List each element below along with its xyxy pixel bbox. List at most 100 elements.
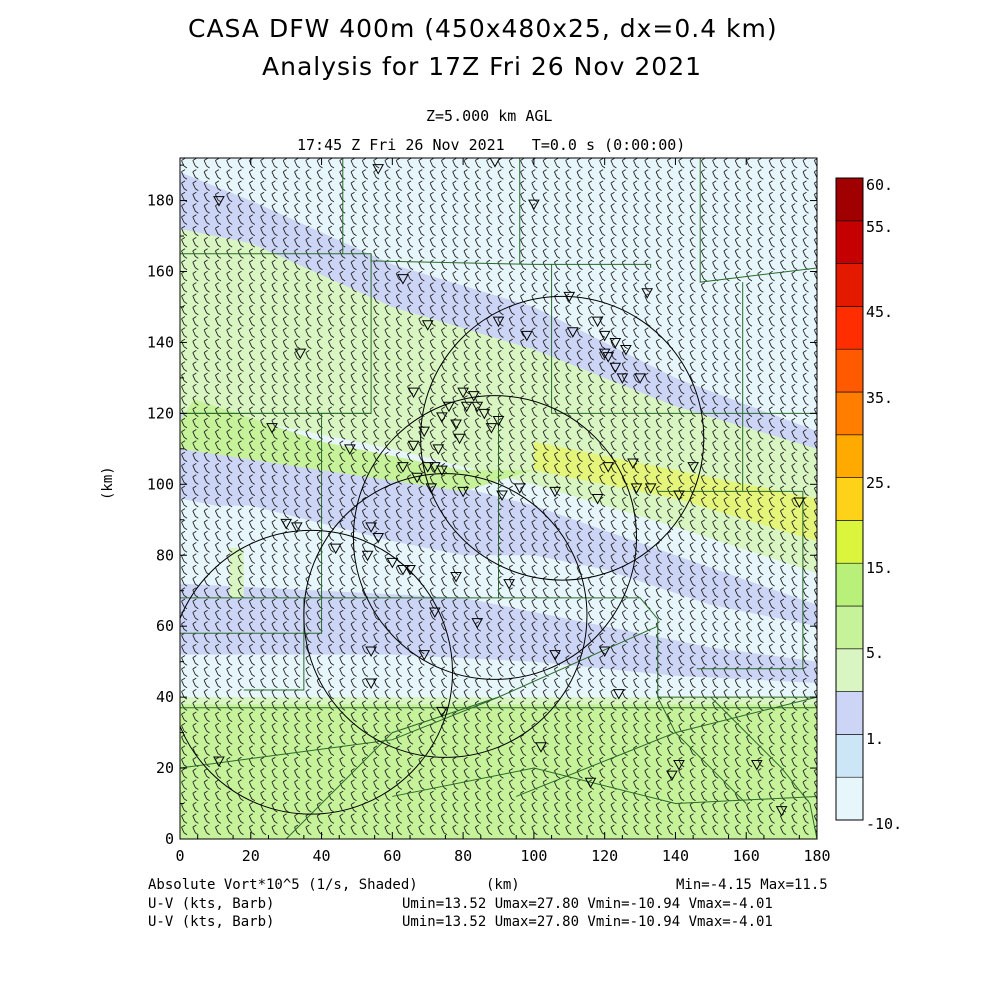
station-marker: [436, 706, 448, 718]
station-marker: [598, 646, 611, 658]
station-marker: [432, 444, 445, 455]
vector-label-1: U-V (kts, Barb): [148, 896, 275, 912]
station-marker: [372, 533, 385, 544]
station-marker: [213, 756, 225, 767]
county-line: [551, 264, 817, 414]
station-marker: [418, 650, 431, 661]
colorbar-segment: [835, 734, 864, 778]
station-marker: [750, 760, 763, 771]
y-tick-label: 80: [156, 546, 174, 564]
station-marker: [598, 348, 611, 360]
station-marker: [627, 458, 639, 470]
county-line: [243, 597, 305, 691]
county-line: [710, 696, 817, 839]
station-marker: [421, 462, 434, 473]
station-marker: [673, 490, 685, 501]
county-line: [180, 412, 372, 599]
x-axis-ticks: 0 20 40 60 80 100 120 140 160 180: [175, 158, 831, 865]
station-marker: [485, 423, 498, 434]
county-line: [180, 625, 658, 769]
station-marker: [294, 348, 307, 360]
y-tick-label: 40: [156, 688, 174, 706]
station-marker: [467, 391, 480, 402]
station-marker: [528, 199, 540, 211]
station-marker: [397, 274, 409, 285]
x-tick-label: 0: [175, 847, 184, 865]
colorbar-label: 45.: [866, 303, 893, 321]
colorbar-segment: [835, 177, 864, 222]
colorbar-segment: [835, 648, 864, 692]
colorbar-label: 60.: [866, 176, 893, 194]
station-marker: [372, 164, 385, 175]
station-marker: [609, 362, 622, 374]
y-tick-label: 0: [165, 830, 174, 848]
colorbar-label: 25.: [866, 474, 893, 492]
colorbar-label: 1.: [866, 730, 884, 748]
colorbar-segment: [835, 477, 864, 521]
colorbar-segment: [835, 434, 864, 478]
station-marker: [492, 316, 505, 328]
county-line: [657, 490, 804, 670]
station-marker: [666, 770, 678, 782]
station-marker: [365, 522, 377, 533]
station-marker: [471, 618, 484, 629]
radar-ring: [352, 395, 638, 680]
x-tick-label: 100: [520, 847, 547, 865]
station-marker: [421, 320, 434, 331]
colorbar-label: 55.: [866, 218, 893, 236]
x-tick-label: 180: [803, 847, 830, 865]
y-tick-label: 160: [147, 263, 174, 281]
station-marker: [644, 483, 657, 494]
station-marker: [503, 579, 515, 590]
station-marker: [602, 352, 615, 363]
station-marker: [793, 497, 806, 509]
station-marker: [492, 415, 505, 427]
station-marker: [549, 486, 561, 498]
x-axis-label: (km): [486, 877, 520, 893]
y-tick-label: 180: [147, 192, 174, 210]
colorbar-label: 35.: [866, 389, 893, 407]
y-tick-label: 120: [147, 404, 174, 422]
radar-range-rings: [180, 295, 705, 815]
colorbar-label: 15.: [866, 559, 893, 577]
station-marker: [443, 401, 455, 413]
station-marker: [280, 518, 293, 530]
station-marker: [290, 522, 303, 533]
county-boundaries: [180, 158, 817, 839]
station-marker: [425, 483, 438, 494]
colorbar-segment: [835, 306, 864, 350]
station-marker: [513, 483, 526, 494]
station-marker: [453, 433, 466, 445]
station-marker: [535, 742, 547, 753]
station-marker: [549, 650, 561, 661]
station-markers: [213, 158, 806, 817]
county-line: [699, 158, 817, 283]
station-marker: [411, 472, 423, 484]
station-marker: [213, 196, 225, 207]
station-marker: [641, 288, 653, 299]
station-marker: [407, 440, 420, 452]
station-marker: [612, 689, 625, 700]
radar-ring: [420, 295, 705, 581]
station-marker: [404, 564, 416, 576]
y-tick-label: 20: [156, 759, 174, 777]
station-marker: [361, 550, 374, 562]
x-tick-label: 20: [242, 847, 260, 865]
field-stats: Min=-4.15 Max=11.5: [676, 877, 828, 893]
station-marker: [407, 387, 420, 399]
station-marker: [418, 426, 431, 438]
colorbar-segment: [835, 776, 864, 821]
colorbar-segment: [835, 220, 864, 264]
x-tick-label: 80: [454, 847, 472, 865]
colorbar: 60. 55. 45. 35. 25. 15. 5. 1. -10.: [835, 176, 902, 833]
county-line: [370, 253, 652, 268]
station-marker: [496, 490, 508, 501]
station-marker: [457, 387, 469, 399]
station-marker: [630, 483, 643, 494]
station-marker: [397, 462, 409, 473]
time-label: 17:45 Z Fri 26 Nov 2021 T=0.0 s (0:00:00…: [297, 136, 686, 154]
plot-frame: [179, 157, 818, 840]
station-marker: [478, 408, 491, 420]
county-line: [392, 767, 817, 805]
